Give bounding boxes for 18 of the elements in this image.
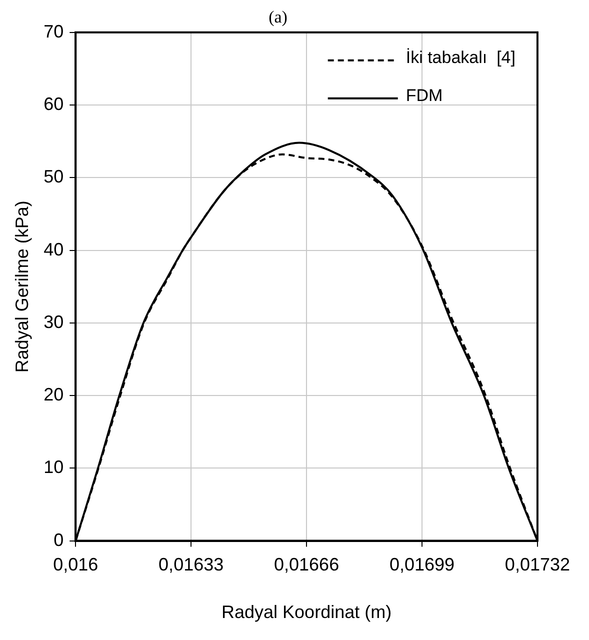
x-tick-label: 0,01732 — [504, 554, 570, 575]
y-tick-label: 40 — [44, 239, 64, 260]
legend-label: İki tabakalı [4] — [406, 48, 516, 68]
x-tick-label: 0,016 — [53, 554, 98, 575]
y-tick-label: 20 — [44, 384, 64, 405]
y-tick-label: 50 — [44, 166, 64, 187]
y-tick-label: 70 — [44, 21, 64, 42]
x-tick-label: 0,01666 — [274, 554, 340, 575]
y-tick-label: 30 — [44, 312, 64, 332]
y-tick-label: 10 — [44, 457, 64, 478]
y-axis-title: Radyal Gerilme (kPa) — [12, 200, 32, 373]
x-tick-label: 0,01699 — [389, 554, 455, 575]
legend-label: FDM — [406, 86, 443, 106]
y-tick-label: 0 — [54, 530, 64, 550]
y-tick-label: 60 — [44, 94, 64, 114]
x-tick-label: 0,01633 — [158, 554, 224, 575]
x-axis-title: Radyal Koordinat (m) — [222, 602, 392, 622]
chart-title: (a) — [268, 8, 288, 27]
